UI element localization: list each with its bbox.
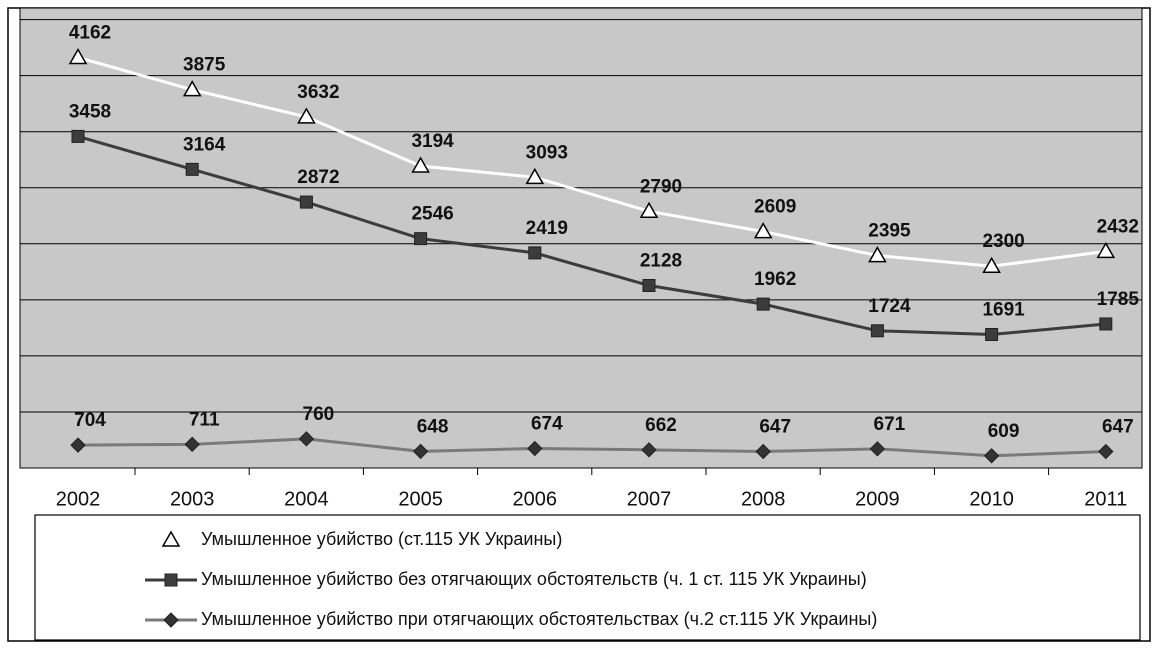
data-label: 662 [645, 415, 677, 436]
data-label: 3632 [297, 82, 339, 103]
data-label: 3164 [183, 134, 226, 155]
data-label: 648 [417, 416, 449, 437]
marker [639, 201, 659, 219]
marker [299, 195, 313, 209]
data-label: 2790 [640, 176, 682, 197]
x-tick-label: 2004 [284, 488, 329, 510]
marker [870, 324, 884, 338]
data-label: 2609 [754, 197, 796, 218]
data-label: 609 [988, 421, 1020, 442]
marker [1099, 317, 1113, 331]
marker [414, 232, 428, 246]
x-tick-label: 2005 [398, 488, 443, 510]
marker [185, 162, 199, 176]
data-label: 3194 [411, 131, 454, 152]
x-tick-label: 2011 [1084, 488, 1127, 510]
marker [184, 436, 200, 453]
marker [297, 107, 316, 124]
data-label: 2546 [411, 204, 453, 225]
marker [753, 222, 773, 239]
marker [1098, 443, 1114, 460]
marker [161, 530, 181, 547]
series-line [77, 134, 1106, 336]
marker [755, 443, 771, 460]
series-line [77, 437, 1106, 458]
marker [164, 573, 178, 587]
x-tick-label: 2007 [627, 488, 672, 510]
legend-label: Умышленное убийство при отягчающих обсто… [201, 609, 877, 629]
marker [983, 448, 1000, 464]
marker [68, 47, 88, 65]
data-label: 647 [759, 417, 791, 438]
marker [163, 612, 179, 628]
marker [642, 279, 656, 293]
marker [298, 431, 315, 447]
data-label: 1785 [1097, 289, 1140, 310]
marker [869, 441, 886, 457]
marker [1096, 241, 1116, 259]
data-label: 647 [1102, 417, 1134, 438]
data-label: 2872 [297, 167, 339, 188]
data-label: 704 [74, 410, 106, 431]
series-line [77, 56, 1106, 268]
marker [182, 80, 202, 97]
x-tick-label: 2006 [513, 488, 558, 510]
x-tick-label: 2002 [56, 488, 101, 510]
data-label: 3458 [69, 101, 111, 122]
marker [528, 246, 542, 260]
data-label: 3875 [183, 55, 226, 76]
marker [525, 167, 545, 185]
data-label: 2432 [1097, 216, 1139, 237]
data-label: 674 [531, 414, 563, 435]
marker [411, 156, 430, 173]
x-tick-label: 2003 [170, 488, 215, 510]
data-label: 2128 [640, 251, 682, 272]
data-label: 1724 [868, 296, 911, 317]
data-label: 711 [189, 409, 220, 430]
legend-label: Умышленное убийство без отягчающих обсто… [201, 569, 867, 589]
data-label: 760 [303, 404, 335, 425]
data-label: 1962 [754, 269, 796, 290]
plot-area [19, 7, 1143, 469]
data-label: 1691 [982, 300, 1025, 321]
data-label: 2300 [982, 231, 1024, 252]
x-tick-label: 2009 [855, 488, 900, 510]
data-label: 2395 [868, 221, 911, 242]
data-label: 2419 [526, 218, 568, 239]
legend-label: Умышленное убийство (ст.115 УК Украины) [201, 529, 562, 549]
marker [641, 442, 657, 458]
marker [71, 129, 85, 143]
marker [868, 246, 887, 263]
data-label: 671 [874, 414, 906, 435]
legend-box [34, 514, 1141, 641]
marker [985, 327, 999, 341]
data-label: 3093 [526, 142, 568, 163]
marker [527, 440, 543, 457]
marker [412, 443, 429, 460]
data-label: 4162 [69, 23, 111, 44]
marker [982, 256, 1001, 273]
x-tick-label: 2010 [969, 488, 1014, 510]
x-tick-label: 2008 [741, 488, 786, 510]
marker [756, 297, 770, 311]
marker [70, 437, 86, 453]
